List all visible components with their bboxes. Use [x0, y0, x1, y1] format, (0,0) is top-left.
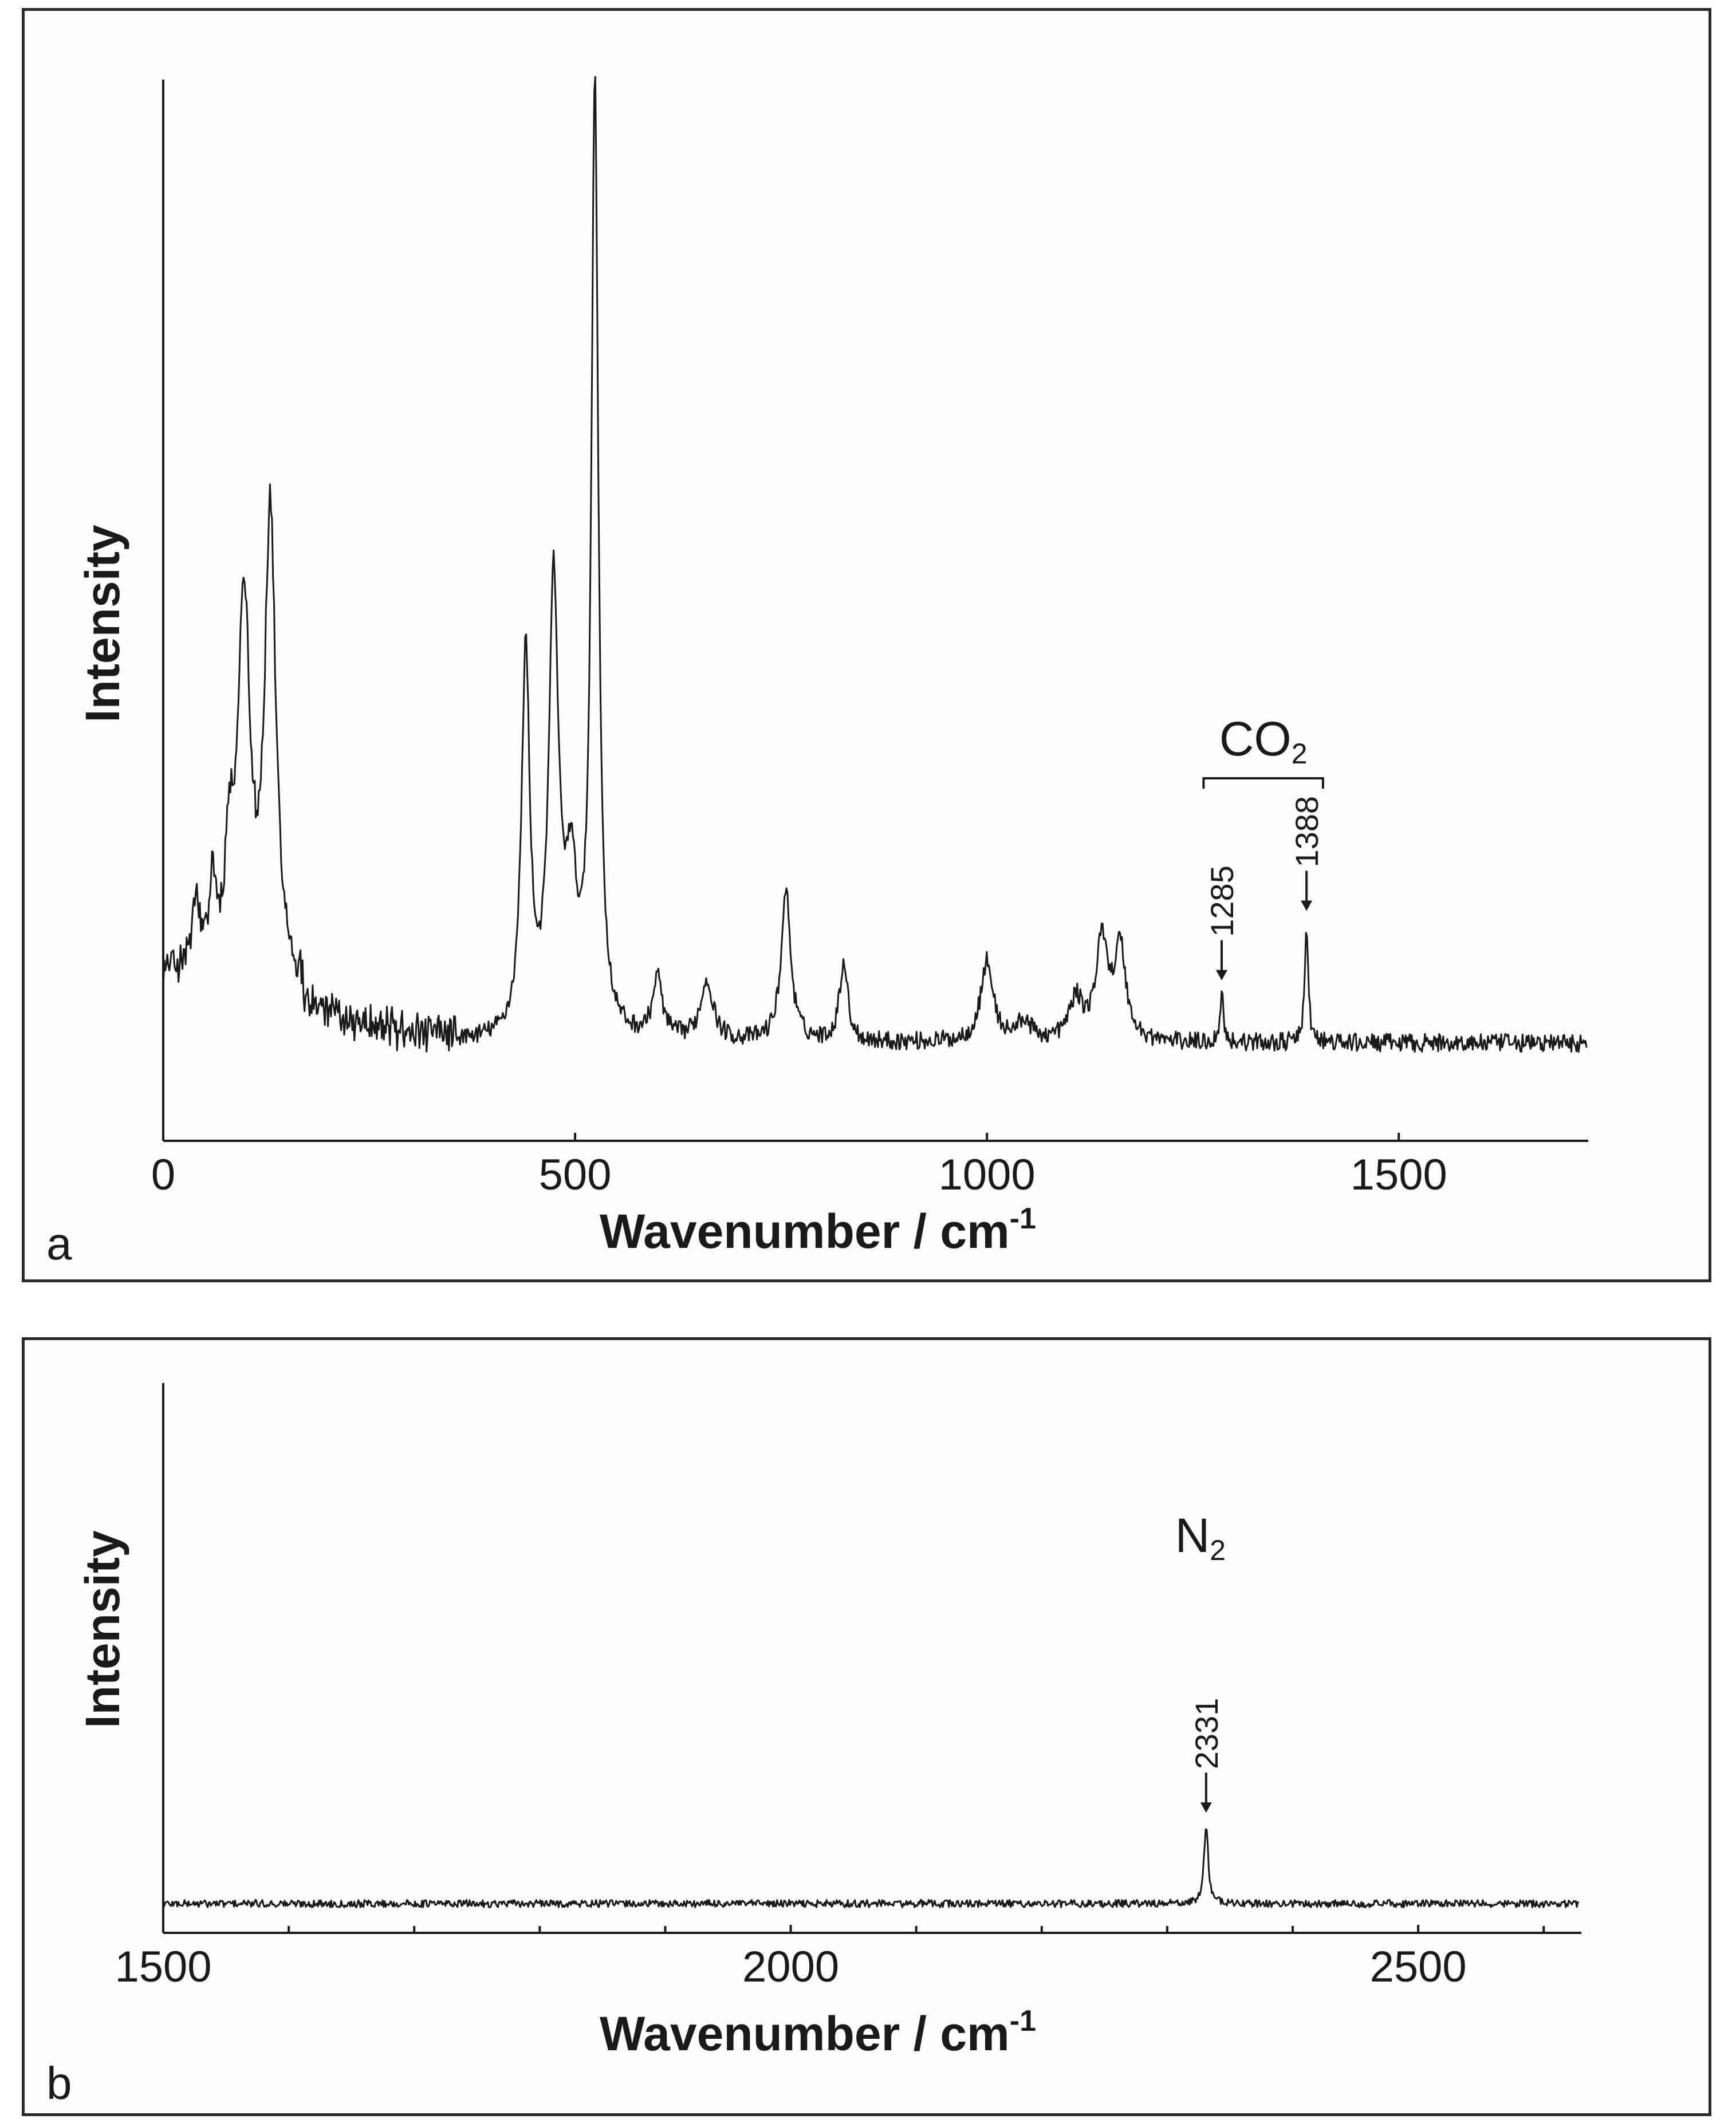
chart-panel-b: 1500 2000 2500 Wavenumber / cm-1 Intensity b 2… [22, 1337, 1711, 2116]
group-label: CO2 [1219, 712, 1308, 770]
chart-a-svg: 0 500 1000 1500 Wavenumber / cm-1 Intensity a 1… [46, 76, 1588, 1269]
peak-label: 1388 [1289, 796, 1325, 868]
chart-panel-a: 0 500 1000 1500 Wavenumber / cm-1 Intensity a 1… [22, 8, 1711, 1282]
panel-letter: b [46, 2058, 72, 2109]
x-axis-title: Wavenumber / cm-1 [600, 2004, 1036, 2061]
peak-label: 2331 [1188, 1698, 1225, 1770]
x-tick-label: 2000 [742, 1943, 839, 1991]
spectrum-series-line [162, 1828, 1580, 1908]
x-axis-title: Wavenumber / cm-1 [600, 1202, 1036, 1258]
chart-b-svg: 1500 2000 2500 Wavenumber / cm-1 Intensity b 2… [46, 1383, 1581, 2109]
peak-arrow-head [1216, 970, 1228, 980]
peak-arrow-head [1200, 1802, 1212, 1813]
panel-letter: a [46, 1218, 72, 1269]
peak-arrow-head [1301, 900, 1313, 911]
x-tick-label: 1500 [115, 1943, 211, 1991]
co2-bracket [1202, 777, 1324, 789]
x-tick-label: 500 [539, 1151, 612, 1199]
y-axis-title: Intensity [76, 1530, 129, 1728]
x-tick-label: 1500 [1351, 1151, 1447, 1199]
spectrum-series-line [162, 76, 1588, 1053]
group-label: N2 [1175, 1508, 1226, 1566]
x-tick-label: 0 [151, 1151, 175, 1199]
x-tick-label: 2500 [1370, 1943, 1467, 1991]
peak-label: 1285 [1204, 865, 1240, 937]
y-axis-title: Intensity [76, 525, 129, 723]
x-tick-label: 1000 [939, 1151, 1036, 1199]
